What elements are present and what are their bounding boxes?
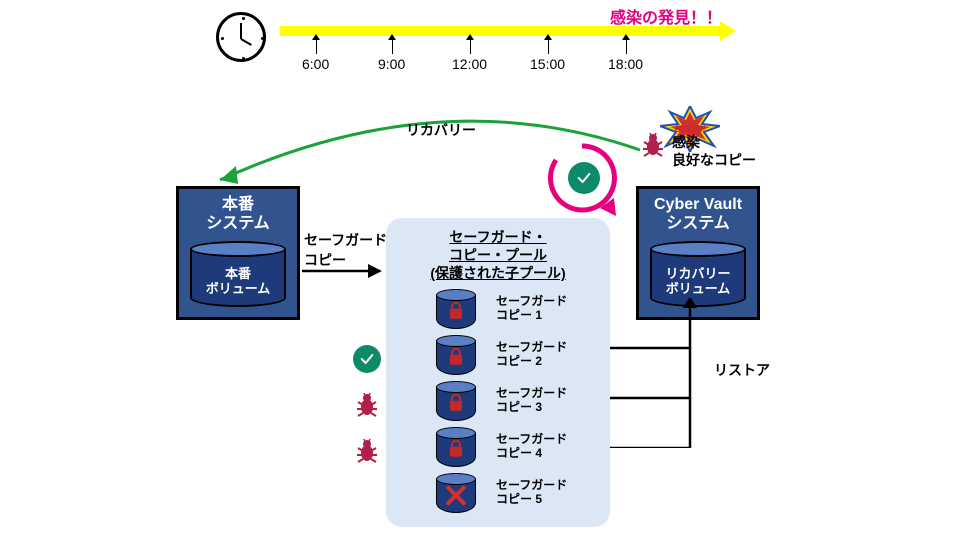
restore-branch-lines (610, 348, 692, 448)
tick (548, 40, 549, 54)
pool-item-label: セーフガードコピー 3 (496, 387, 567, 413)
pool-item-label: セーフガードコピー 5 (496, 479, 567, 505)
tick-label: 6:00 (302, 56, 329, 72)
production-title-2: システム (206, 215, 270, 232)
infection-discovery-label: 感染の発見！！ (610, 4, 722, 28)
infection-label: 感染 (672, 132, 700, 152)
mini-cylinder (436, 427, 476, 467)
pool-item-label: セーフガードコピー 4 (496, 433, 567, 459)
bug-icon (352, 382, 382, 428)
safeguard-pool: セーフガード・ コピー・プール (保護された子プール) セーフガードコピー 1 セ… (386, 218, 610, 527)
vault-volume-1: リカバリー (665, 266, 730, 281)
mini-cylinder (436, 289, 476, 329)
status-column (352, 290, 382, 520)
vault-title-1: Cyber Vault (654, 196, 742, 213)
tick (470, 40, 471, 54)
pool-row: セーフガードコピー 1 (400, 289, 596, 329)
pool-item-label: セーフガードコピー 2 (496, 341, 567, 367)
production-title-1: 本番 (222, 196, 254, 213)
check-icon (568, 162, 600, 194)
bug-icon (352, 428, 382, 474)
clock-icon (216, 12, 266, 62)
pool-row: セーフガードコピー 2 (400, 335, 596, 375)
tick (626, 40, 627, 54)
tick (392, 40, 393, 54)
mini-cylinder (436, 381, 476, 421)
pool-row: セーフガードコピー 5 (400, 473, 596, 513)
recovery-label: リカバリー (406, 120, 476, 140)
tick-label: 12:00 (452, 56, 487, 72)
bug-icon (640, 132, 666, 158)
pool-row: セーフガードコピー 3 (400, 381, 596, 421)
pool-title-3: (保護された子プール) (430, 265, 565, 281)
production-volume-1: 本番 (225, 266, 251, 281)
good-copy-label: 良好なコピー (672, 150, 756, 170)
tick-label: 18:00 (608, 56, 643, 72)
safeguard-copy-arrow (302, 262, 382, 280)
pool-title-1: セーフガード・ (449, 229, 546, 245)
pool-item-label: セーフガードコピー 1 (496, 295, 567, 321)
status-empty (352, 474, 382, 520)
status-empty (352, 290, 382, 336)
check-icon (352, 336, 382, 382)
tick-label: 15:00 (530, 56, 565, 72)
mini-cylinder (436, 335, 476, 375)
restore-label: リストア (714, 360, 770, 380)
production-volume-2: ボリューム (206, 281, 271, 296)
tick-label: 9:00 (378, 56, 405, 72)
pool-row: セーフガードコピー 4 (400, 427, 596, 467)
vault-volume-2: ボリューム (666, 281, 731, 296)
vault-title-2: システム (666, 215, 730, 232)
tick (316, 40, 317, 54)
pool-title-2: コピー・プール (449, 247, 547, 263)
production-system-box: 本番システム 本番ボリューム (176, 186, 300, 320)
mini-cylinder (436, 473, 476, 513)
timeline-arrowhead (720, 21, 736, 41)
